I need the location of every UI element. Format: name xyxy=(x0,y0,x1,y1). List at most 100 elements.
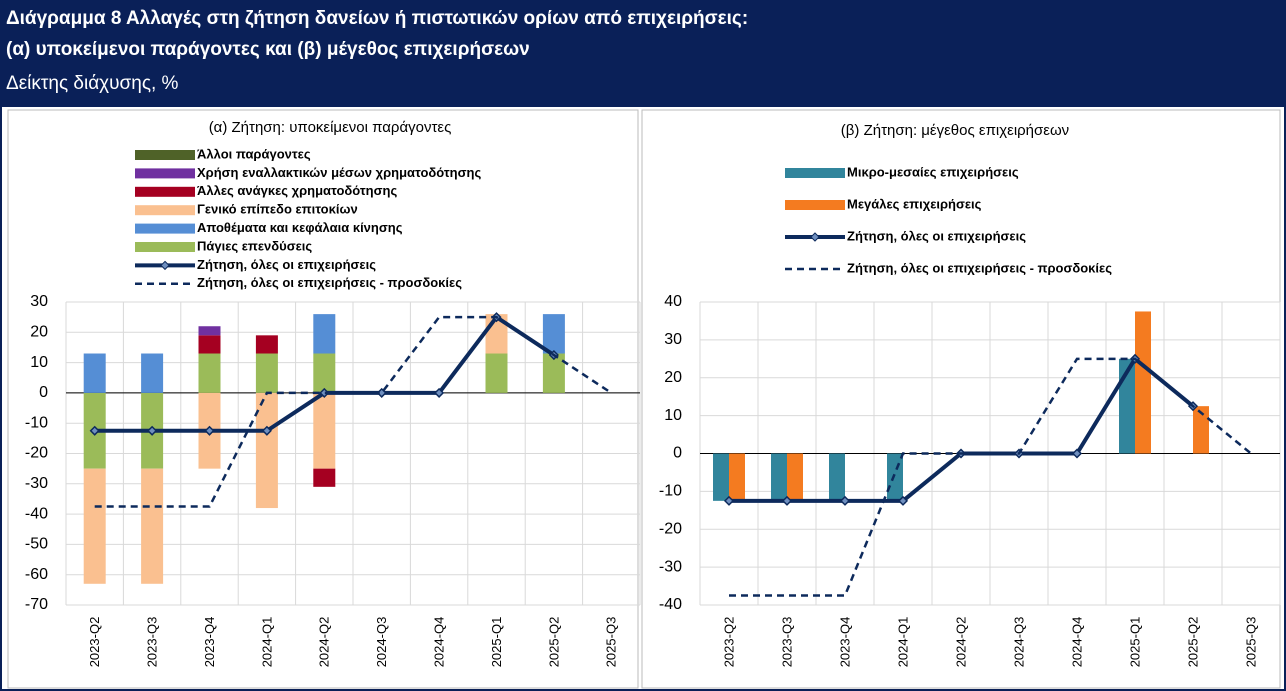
x-tick-label: 2024-Q4 xyxy=(1069,617,1084,668)
y-tick-label: -40 xyxy=(659,596,682,613)
line-marker xyxy=(1071,448,1083,459)
line-marker xyxy=(89,425,100,436)
bar xyxy=(255,392,278,509)
legend-swatch xyxy=(785,200,845,210)
bar xyxy=(313,314,336,354)
x-tick-label: 2024-Q3 xyxy=(1011,617,1026,668)
bar xyxy=(141,353,164,393)
bar xyxy=(198,335,221,354)
x-tick-label: 2023-Q4 xyxy=(837,617,852,668)
y-tick-label: -50 xyxy=(25,536,48,553)
y-tick-label: 30 xyxy=(664,331,682,348)
legend-marker xyxy=(160,260,170,271)
legend-label: Μικρο-μεσαίες επιχειρήσεις xyxy=(847,164,1019,179)
bar xyxy=(1119,358,1135,454)
line-marker xyxy=(376,387,387,398)
x-tick-label: 2025-Q1 xyxy=(1127,617,1142,668)
frame xyxy=(0,105,1286,691)
y-tick-label: -10 xyxy=(659,483,682,500)
legend-label: Άλλοι παράγοντες xyxy=(197,146,311,161)
bar xyxy=(829,453,845,501)
x-tick-label: 2024-Q2 xyxy=(953,617,968,668)
x-tick-label: 2023-Q2 xyxy=(721,617,736,668)
legend-label: Γενικό επίπεδο επιτοκίων xyxy=(197,202,358,217)
bar xyxy=(313,353,336,393)
x-tick-label: 2024-Q2 xyxy=(317,617,332,668)
bar xyxy=(255,353,278,393)
x-tick-label: 2025-Q3 xyxy=(1243,617,1258,668)
y-tick-label: 10 xyxy=(664,407,682,424)
legend-marker xyxy=(810,232,820,242)
x-tick-label: 2023-Q3 xyxy=(145,617,160,668)
legend-label: Αποθέματα και κεφάλαια κίνησης xyxy=(197,220,403,235)
y-tick-label: 0 xyxy=(39,384,48,401)
legend-label: Ζήτηση, όλες οι επιχειρήσεις xyxy=(197,257,376,272)
legend-swatch xyxy=(135,150,195,160)
bar xyxy=(1135,311,1151,454)
bar xyxy=(313,392,336,469)
legend-swatch xyxy=(135,186,195,197)
x-tick-label: 2023-Q3 xyxy=(779,617,794,668)
y-tick-label: -30 xyxy=(659,558,682,575)
legend-swatch xyxy=(135,242,195,252)
legend-swatch xyxy=(135,168,195,179)
y-tick-label: -60 xyxy=(25,566,48,583)
chart-title: (α) Ζήτηση: υποκείμενοι παράγοντες xyxy=(209,119,452,136)
y-tick-label: 0 xyxy=(673,445,682,462)
header-subtitle: Δείκτης διάχυσης, % xyxy=(6,73,179,94)
bar xyxy=(83,468,106,584)
y-tick-label: -70 xyxy=(25,596,48,613)
x-tick-label: 2025-Q3 xyxy=(604,617,619,668)
y-tick-label: 40 xyxy=(664,293,682,310)
y-tick-label: -40 xyxy=(25,505,48,522)
y-tick-label: -30 xyxy=(25,475,48,492)
line-marker xyxy=(204,425,215,436)
bar xyxy=(887,453,903,501)
x-tick-label: 2023-Q2 xyxy=(87,617,102,668)
chart-title: (β) Ζήτηση: μέγεθος επιχειρήσεων xyxy=(841,122,1069,139)
bar xyxy=(255,335,278,354)
line-marker xyxy=(147,425,158,436)
legend-label: Μεγάλες επιχειρήσεις xyxy=(847,196,982,211)
line xyxy=(94,315,612,508)
legend-label: Ζήτηση, όλες οι επιχειρήσεις - προσδοκίε… xyxy=(847,260,1112,275)
bar xyxy=(713,453,729,501)
header-band xyxy=(0,0,1286,106)
legend-label: Χρήση εναλλακτικών μέσων χρηματοδότησης xyxy=(197,165,481,180)
x-tick-label: 2025-Q2 xyxy=(546,617,561,668)
line xyxy=(729,357,1252,597)
bar xyxy=(1193,406,1209,454)
line-marker xyxy=(434,387,445,398)
bar xyxy=(313,468,336,487)
line-marker xyxy=(261,425,272,436)
x-tick-label: 2024-Q1 xyxy=(895,617,910,668)
y-tick-label: -20 xyxy=(659,520,682,537)
line-marker xyxy=(319,387,330,398)
y-tick-label: 20 xyxy=(664,369,682,386)
x-tick-label: 2025-Q2 xyxy=(1185,617,1200,668)
bar xyxy=(542,314,565,354)
bar xyxy=(141,468,164,584)
bar xyxy=(198,326,221,336)
y-tick-label: -20 xyxy=(25,445,48,462)
header-title: (α) υποκείμενοι παράγοντες και (β) μέγεθ… xyxy=(6,39,530,60)
legend-swatch xyxy=(135,205,195,216)
panel xyxy=(7,109,639,689)
bar xyxy=(787,453,803,501)
bar xyxy=(83,353,106,393)
line-marker xyxy=(723,495,735,506)
header-title: Διάγραμμα 8 Αλλαγές στη ζήτηση δανείων ή… xyxy=(6,8,748,29)
x-tick-label: 2025-Q1 xyxy=(489,617,504,668)
y-tick-label: 30 xyxy=(30,293,48,310)
bar xyxy=(771,453,787,501)
x-tick-label: 2024-Q3 xyxy=(374,617,389,668)
line-marker xyxy=(839,495,851,506)
legend-label: Άλλες ανάγκες χρηματοδότησης xyxy=(197,183,397,198)
bar xyxy=(729,453,745,501)
legend-label: Πάγιες επενδύσεις xyxy=(197,238,312,253)
legend-label: Ζήτηση, όλες οι επιχειρήσεις - προσδοκίε… xyxy=(197,275,462,290)
x-tick-label: 2024-Q1 xyxy=(259,617,274,668)
legend-swatch xyxy=(785,168,845,178)
x-tick-label: 2024-Q4 xyxy=(432,617,447,668)
